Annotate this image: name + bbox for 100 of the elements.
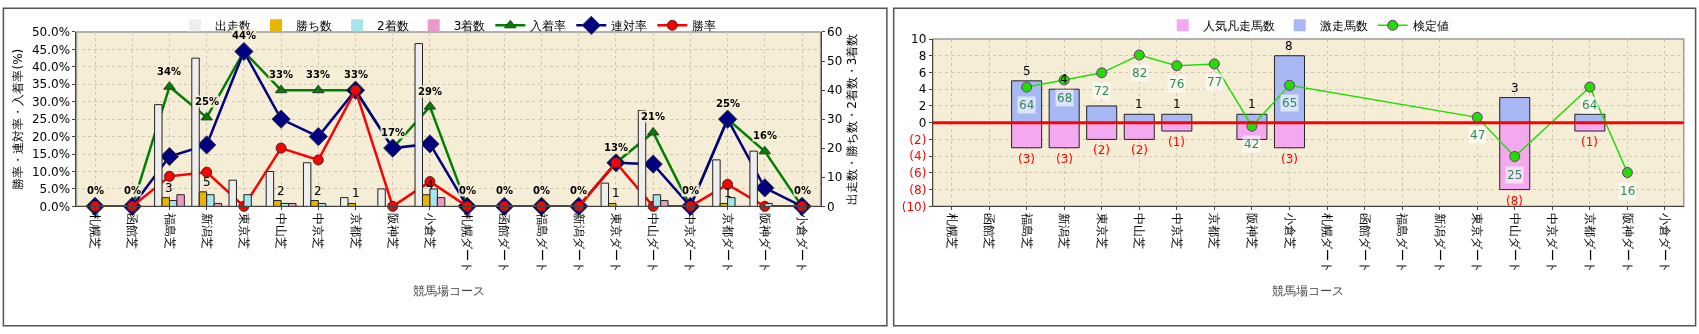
x-tick-label: 函館ダート (1357, 212, 1372, 273)
data-label: (8) (1506, 194, 1523, 208)
legend-label: 勝率 (692, 19, 717, 34)
data-label: 2 (314, 184, 322, 198)
y-tick-label: (10) (901, 199, 927, 214)
data-label: 77 (1207, 75, 1223, 89)
legend-label: 勝ち数 (296, 19, 333, 34)
data-label: 0% (124, 185, 141, 196)
data-label: 0% (794, 185, 811, 196)
x-tick-label: 中京芝 (1169, 212, 1184, 249)
data-label: 13% (604, 142, 628, 153)
data-label: 0% (459, 185, 476, 196)
bar (1499, 122, 1531, 191)
data-label: 29% (418, 86, 442, 97)
point (1471, 111, 1483, 123)
data-label: (1) (1168, 135, 1185, 149)
data-label: 82 (1132, 66, 1148, 80)
legend-label: 激走馬数 (1319, 19, 1368, 34)
x-tick-label: 中山ダート (646, 212, 661, 273)
x-tick-label: 小倉芝 (423, 212, 438, 249)
y-tick-label: 2 (918, 99, 927, 114)
bar (749, 150, 758, 207)
point (755, 178, 775, 198)
bar (243, 194, 252, 207)
x-tick-label: 新潟ダート (1432, 212, 1447, 273)
x-tick-label: 京都ダート (1582, 212, 1597, 273)
point (1208, 58, 1220, 70)
bar (1273, 122, 1305, 149)
y-tick-label: (4) (909, 149, 927, 164)
x-tick-label: 阪神ダート (757, 212, 772, 273)
y2-tick-label: 30 (827, 112, 843, 127)
point (163, 170, 175, 182)
point (312, 84, 325, 94)
data-label: 0% (682, 185, 699, 196)
y2-axis-title: 出走数・勝ち数・2着数・3着数 (845, 33, 860, 205)
data-label: (2) (1093, 143, 1110, 157)
x-tick-label: 小倉ダート (1658, 212, 1673, 273)
x-tick-label: 東京芝 (237, 212, 251, 249)
x-tick-label: 小倉芝 (1282, 212, 1297, 249)
point (420, 134, 440, 154)
x-tick-label: 福島芝 (1019, 212, 1034, 249)
x-tick-label: 札幌芝 (88, 212, 103, 249)
y-tick-label: 45.0% (31, 42, 71, 57)
bar (764, 202, 773, 207)
x-tick-label: 函館芝 (125, 212, 140, 249)
point (1021, 81, 1033, 93)
x-tick-label: 福島芝 (162, 212, 177, 249)
x-tick-label: 阪神芝 (1245, 212, 1260, 249)
data-label: 64 (1582, 98, 1598, 112)
y-tick-label: 15.0% (31, 147, 71, 162)
y-axis-title: 勝率・連対率・入着率(%) (11, 48, 26, 190)
x-tick-label: 函館芝 (982, 212, 997, 249)
x-tick-label: 福島ダート (534, 212, 549, 273)
bar (1499, 97, 1531, 124)
x-tick-label: 東京ダート (1470, 212, 1485, 273)
data-label: 76 (1169, 77, 1185, 91)
x-tick-label: 東京ダート (609, 212, 624, 273)
y-tick-label: 6 (918, 65, 927, 80)
data-label: (2) (1131, 143, 1148, 157)
data-label: 25% (716, 98, 740, 109)
point (646, 126, 660, 136)
y-tick-label: 35.0% (31, 77, 71, 92)
data-label: 33% (344, 69, 368, 80)
data-label: 25% (195, 96, 219, 107)
y-tick-label: 10 (911, 32, 927, 47)
data-label: 0% (87, 185, 104, 196)
data-label: 0% (496, 185, 513, 196)
point (308, 127, 328, 147)
data-label: (3) (1018, 152, 1035, 166)
data-label: (3) (1056, 152, 1073, 166)
data-label: 4 (1060, 72, 1068, 86)
point (758, 145, 772, 155)
point (197, 135, 217, 155)
data-label: 42 (1244, 137, 1260, 151)
bar (1048, 122, 1080, 149)
data-label: 5 (1023, 64, 1031, 78)
bar (1123, 122, 1155, 140)
bar (377, 188, 386, 207)
y-tick-label: 4 (918, 82, 927, 97)
data-label: (3) (1281, 152, 1298, 166)
y2-tick-label: 60 (827, 25, 843, 40)
data-label: 68 (1057, 91, 1073, 105)
data-label: 34% (157, 66, 181, 77)
data-label: 44% (232, 30, 256, 41)
data-label: 1 (1173, 97, 1181, 111)
data-label: 16% (753, 130, 777, 141)
data-label: 65 (1282, 96, 1298, 110)
legend-label: 連対率 (611, 19, 648, 34)
bar (228, 179, 237, 207)
x-tick-label: 福島ダート (1395, 212, 1410, 273)
x-tick-label: 中京ダート (1545, 212, 1560, 273)
x-tick-label: 中山ダート (1507, 212, 1522, 273)
x-tick-label: 札幌ダート (460, 212, 475, 273)
point (275, 142, 287, 154)
y2-tick-label: 40 (827, 83, 843, 98)
data-label: 64 (1019, 98, 1035, 112)
data-label: 21% (641, 111, 665, 122)
point (1509, 151, 1521, 163)
data-label: 1 (1248, 97, 1256, 111)
point (718, 109, 738, 129)
